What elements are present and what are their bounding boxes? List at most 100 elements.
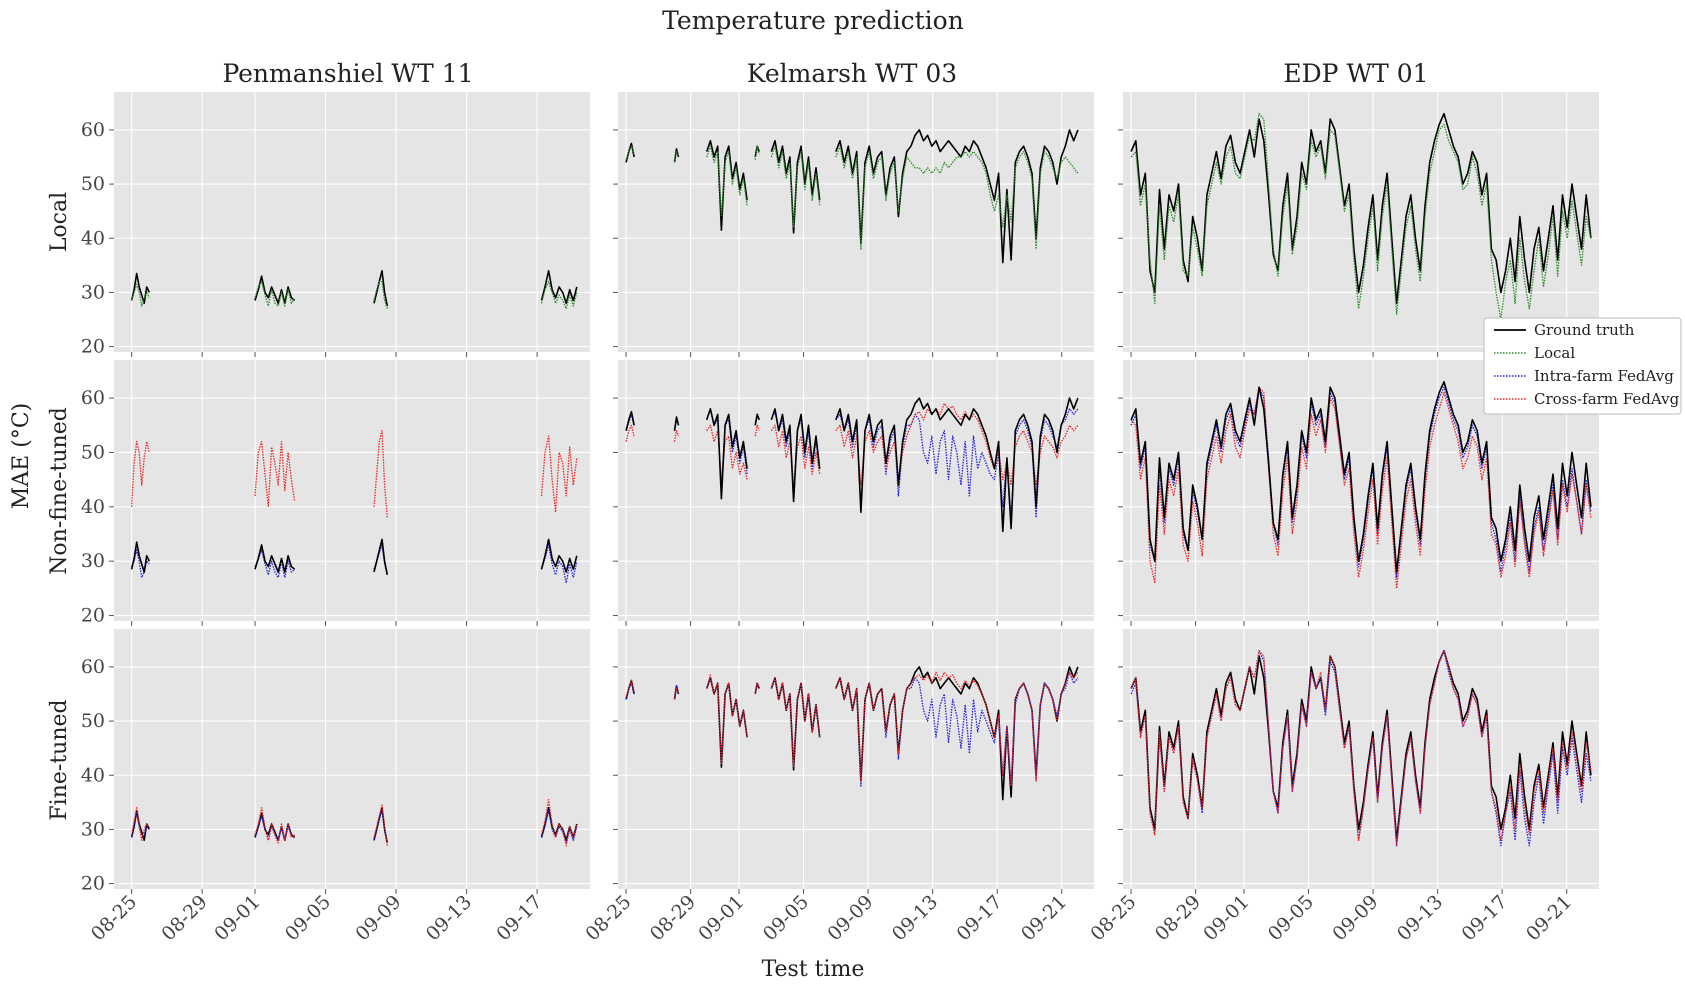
panel-background [114,92,590,352]
ytick-label: 40 [81,496,105,518]
xtick-label: 09-21 [1017,891,1071,945]
xtick-label: 09-09 [351,891,405,945]
ytick-label: 60 [81,656,105,678]
xtick-label: 09-01 [210,891,264,945]
ytick-label: 60 [81,387,105,409]
series-line-ground-truth [540,269,578,305]
series-line-cross [1130,386,1592,590]
series-line-cross [373,804,388,846]
series-line-cross [254,440,296,508]
ytick-label: 40 [81,764,105,786]
row-label-fine-tuned: Fine-tuned [47,699,72,820]
series-line-local [254,280,296,307]
xtick-label: 09-05 [281,891,335,945]
ytick-label: 20 [81,605,105,627]
series-line-intra [1130,386,1592,579]
panel-local-penmanshiel: 20 30 40 50 60 [81,92,590,358]
series-line-ground-truth [254,275,296,305]
row-labels: Local Non-fine-tuned Fine-tuned [47,192,72,821]
series-line-ground-truth [1130,649,1592,842]
ytick-label: 60 [81,119,105,141]
series-line-ground-truth [130,541,151,573]
xtick-label: 09-09 [823,891,877,945]
xtick-label: 09-01 [694,891,748,945]
series-line-local [373,280,388,309]
series-line-local [770,145,821,229]
series-line-cross [706,424,748,481]
ytick-label: 30 [81,281,105,303]
series-line-ground-truth [835,397,1079,533]
series-line-local [625,145,635,160]
series-line-cross [254,807,296,844]
series-line-cross [130,440,150,507]
ytick-label: 50 [81,710,105,732]
y-axis-label: MAE (°C) [9,403,34,509]
series-line-cross [625,424,635,442]
xtick-label: 08-25 [581,891,635,945]
panel-background [618,360,1094,621]
legend-label-cross-farm-fedavg: Cross-farm FedAvg [1534,390,1680,408]
series-line-intra [540,809,578,844]
series-line-intra [540,544,578,584]
legend-box [1483,317,1682,415]
series-line-ground-truth [705,140,748,231]
ytick-label: 50 [81,441,105,463]
xtick-label: 09-13 [422,891,476,945]
panel-background [618,92,1094,352]
series-line-local [706,145,748,218]
legend-label-intra-farm-fedavg: Intra-farm FedAvg [1534,367,1674,385]
column-title-penmanshiel: Penmanshiel WT 11 [222,59,473,88]
xtick-label: 09-01 [1199,891,1253,945]
panel-background [114,360,590,621]
xtick-label: 08-29 [157,891,211,945]
series-line-local [673,150,680,163]
x-axis-label: Test time [762,957,865,982]
series-line-local [835,145,1079,250]
series-line-ground-truth [373,538,389,575]
series-line-ground-truth [770,408,821,503]
panel-non-fine-tuned-kelmarsh [613,360,1094,626]
series-line-cross [373,430,388,518]
xtick-label: 09-05 [1264,891,1318,945]
panel-non-fine-tuned-penmanshiel: 20 30 40 50 60 [81,360,590,627]
xtick-label: 09-17 [1457,891,1511,945]
ytick-label: 30 [81,818,105,840]
panel-local-kelmarsh [613,92,1094,357]
series-line-cross [673,430,680,442]
xtick-label: 08-29 [1151,891,1205,945]
xtick-label: 09-05 [759,891,813,945]
series-line-local [1130,113,1592,321]
series-line-ground-truth [705,408,748,500]
legend-label-ground-truth: Ground truth [1534,321,1635,339]
series-line-cross [625,679,635,697]
ytick-label: 30 [81,550,105,572]
series-line-ground-truth [254,544,296,573]
series-line-cross [835,402,1079,486]
series-line-cross [754,682,760,695]
series-line-ground-truth [754,413,760,426]
series-line-cross [1130,650,1592,847]
panel-background [618,629,1094,889]
series-line-local [754,145,760,160]
series-line-local [540,280,578,310]
series-line-ground-truth [254,812,296,842]
panel-local-edp [1118,92,1599,357]
ytick-label: 40 [81,227,105,249]
series-line-intra [254,549,296,579]
xtick-label: 09-13 [888,891,942,945]
legend-label-local: Local [1534,344,1575,362]
ytick-label: 20 [81,873,105,895]
xtick-label: 09-17 [952,891,1006,945]
xtick-label: 09-13 [1393,891,1447,945]
xtick-label: 09-21 [1522,891,1576,945]
series-line-cross [130,807,150,841]
xtick-label: 08-29 [646,891,700,945]
column-title-kelmarsh: Kelmarsh WT 03 [747,59,957,88]
series-line-ground-truth [540,538,578,573]
row-label-non-fine-tuned: Non-fine-tuned [47,407,72,575]
series-line-intra [835,671,1079,787]
